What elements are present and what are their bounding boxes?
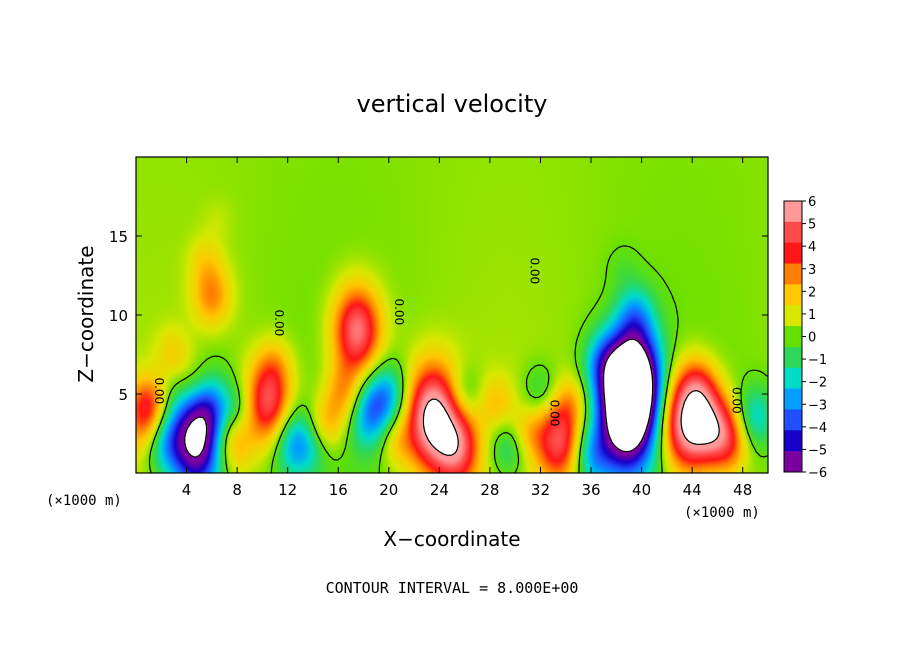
x-tick-label: 44 — [683, 481, 702, 499]
colorbar-label: −1 — [808, 353, 827, 368]
low-contour — [184, 338, 654, 458]
colorbar-swatch — [784, 221, 802, 244]
colorbar-swatch — [784, 263, 802, 285]
y-axis-ticks: 5 10 15 — [109, 228, 768, 404]
x-tick-label: 16 — [329, 481, 348, 499]
y-tick-label: 5 — [118, 386, 128, 404]
contour-label: 0.00 — [392, 298, 406, 325]
colorbar-label: −6 — [808, 466, 827, 481]
y-axis-label: Z−coordinate — [74, 245, 98, 382]
colorbar-label: 4 — [808, 240, 816, 255]
chart-title: vertical velocity — [357, 90, 548, 118]
colorbar-label: −4 — [808, 421, 827, 436]
high-contour — [422, 390, 720, 456]
zero-contour-lines — [148, 245, 768, 473]
colorbar-swatch — [784, 409, 802, 431]
colorbar-label: 5 — [808, 218, 816, 233]
contour-label: 0.00 — [152, 377, 166, 404]
contour-label: 0.00 — [272, 310, 286, 337]
contour-label: 0.00 — [548, 400, 562, 427]
contour-labels: 0.00 0.00 0.00 0.00 0.00 0.00 — [152, 257, 744, 426]
x-tick-label: 40 — [632, 481, 651, 499]
x-tick-label: 28 — [480, 481, 499, 499]
contour-interval: CONTOUR INTERVAL = 8.000E+00 — [326, 579, 579, 597]
y-tick-label: 15 — [109, 228, 128, 246]
colorbar-swatch — [784, 451, 802, 473]
colorbar-swatch — [784, 284, 802, 306]
x-axis-ticks: 4 8 12 16 20 24 28 32 36 40 44 48 — [182, 157, 752, 499]
x-tick-label: 48 — [733, 481, 752, 499]
colorbar-label: 6 — [808, 195, 816, 210]
colorbar-swatch — [784, 201, 802, 223]
x-axis-label: X−coordinate — [383, 527, 520, 551]
x-tick-label: 8 — [232, 481, 242, 499]
colorbar-label: 1 — [808, 308, 816, 323]
x-tick-label: 36 — [581, 481, 600, 499]
colorbar-swatch — [784, 367, 802, 390]
colorbar: 6 5 4 3 2 1 0 −1 −2 −3 −4 −5 −6 — [783, 195, 827, 481]
x-tick-label: 4 — [182, 481, 192, 499]
colorbar-label: −2 — [808, 376, 827, 391]
colorbar-label: −3 — [808, 398, 827, 413]
colorbar-swatch — [784, 242, 802, 265]
y-tick-label: 10 — [109, 307, 128, 325]
colorbar-swatch — [784, 346, 802, 369]
x-tick-label: 32 — [531, 481, 550, 499]
colorbar-swatch — [784, 388, 802, 410]
colorbar-label: 0 — [808, 331, 816, 346]
x-unit-left: (×1000 m) — [46, 493, 122, 509]
x-unit-right: (×1000 m) — [684, 505, 760, 521]
colorbar-label: 3 — [808, 263, 816, 278]
contour-label: 0.00 — [527, 257, 541, 284]
colorbar-label: 2 — [808, 285, 816, 300]
zero-contour — [148, 245, 768, 473]
colorbar-swatch — [784, 430, 802, 452]
x-tick-label: 12 — [278, 481, 297, 499]
colorbar-label: −5 — [808, 443, 827, 458]
contour-label: 0.00 — [730, 387, 744, 414]
colorbar-swatch — [784, 326, 802, 348]
plot-area: 0.000.00 0.000.000.00 0.00 4 8 12 16 20 24 28 32 3… — [109, 156, 769, 499]
colorbar-swatch — [784, 305, 802, 327]
x-tick-label: 24 — [430, 481, 449, 499]
x-tick-label: 20 — [379, 481, 398, 499]
